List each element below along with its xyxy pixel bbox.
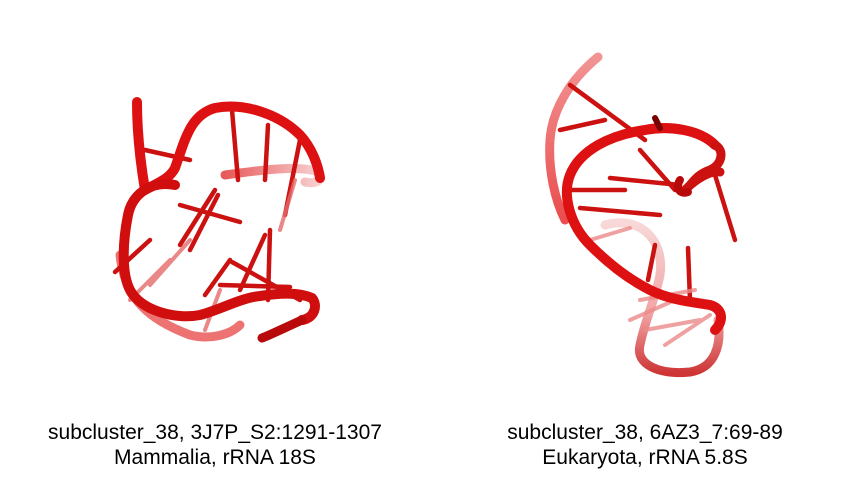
- caption-line-1: subcluster_38, 3J7P_S2:1291-1307: [48, 421, 382, 444]
- structure-panel-right: subcluster_38, 6AZ3_7:69-89 Eukaryota, r…: [430, 0, 860, 480]
- rna-structure-image-right: [545, 52, 738, 378]
- structure-caption-left: subcluster_38, 3J7P_S2:1291-1307 Mammali…: [0, 420, 430, 470]
- caption-line-2: Mammalia, rRNA 18S: [114, 446, 316, 469]
- rna-structure-image-left: [112, 97, 326, 343]
- caption-line-1: subcluster_38, 6AZ3_7:69-89: [507, 421, 783, 444]
- caption-line-2: Eukaryota, rRNA 5.8S: [542, 446, 748, 469]
- structure-caption-right: subcluster_38, 6AZ3_7:69-89 Eukaryota, r…: [430, 420, 860, 470]
- structure-panel-left: subcluster_38, 3J7P_S2:1291-1307 Mammali…: [0, 97, 430, 470]
